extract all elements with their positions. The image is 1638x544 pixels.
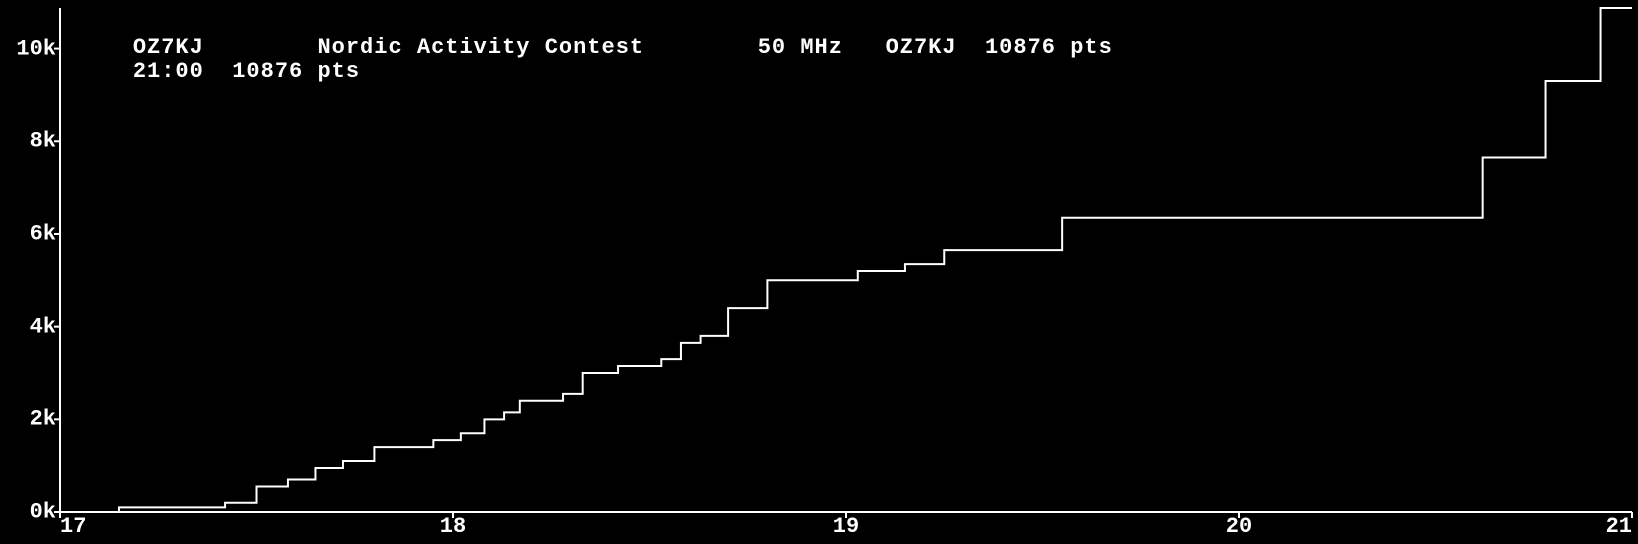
score-primary: 10876 pts [985,35,1113,60]
y-tick-label: 10k [16,36,60,61]
x-tick-label: 21 [1606,512,1632,539]
x-tick-label: 17 [60,512,86,539]
contest-name: Nordic Activity Contest [317,35,644,60]
y-tick-label: 4k [30,314,60,339]
time-label: 21:00 [133,59,204,84]
band-label: 50 MHz [758,35,843,60]
callsign-secondary: OZ7KJ [886,35,957,60]
y-tick-label: 8k [30,129,60,154]
y-tick-label: 6k [30,221,60,246]
x-tick-label: 20 [1226,512,1252,539]
x-tick-label: 18 [440,512,466,539]
chart-root: OZ7KJ Nordic Activity Contest 50 MHz OZ7… [0,0,1638,544]
y-tick-label: 0k [30,500,60,525]
score-secondary: 10876 pts [232,59,360,84]
x-tick-label: 19 [833,512,859,539]
y-tick-label: 2k [30,407,60,432]
header-line2: 21:00 10876 pts [76,34,360,109]
